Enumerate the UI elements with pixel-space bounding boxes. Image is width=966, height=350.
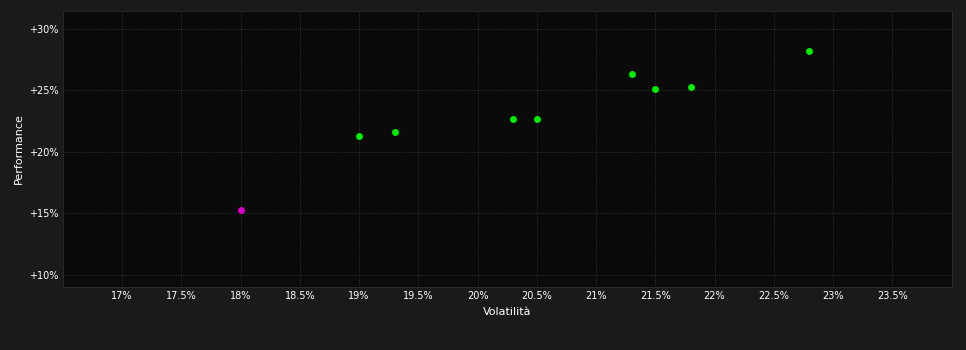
- Point: [505, 116, 521, 121]
- Point: [802, 48, 817, 54]
- Point: [352, 133, 367, 139]
- Y-axis label: Performance: Performance: [14, 113, 23, 184]
- Point: [683, 84, 698, 90]
- Point: [529, 116, 545, 121]
- X-axis label: Volatilità: Volatilità: [483, 307, 531, 317]
- Point: [386, 130, 402, 135]
- Point: [647, 86, 663, 92]
- Point: [233, 207, 248, 212]
- Point: [624, 72, 639, 77]
